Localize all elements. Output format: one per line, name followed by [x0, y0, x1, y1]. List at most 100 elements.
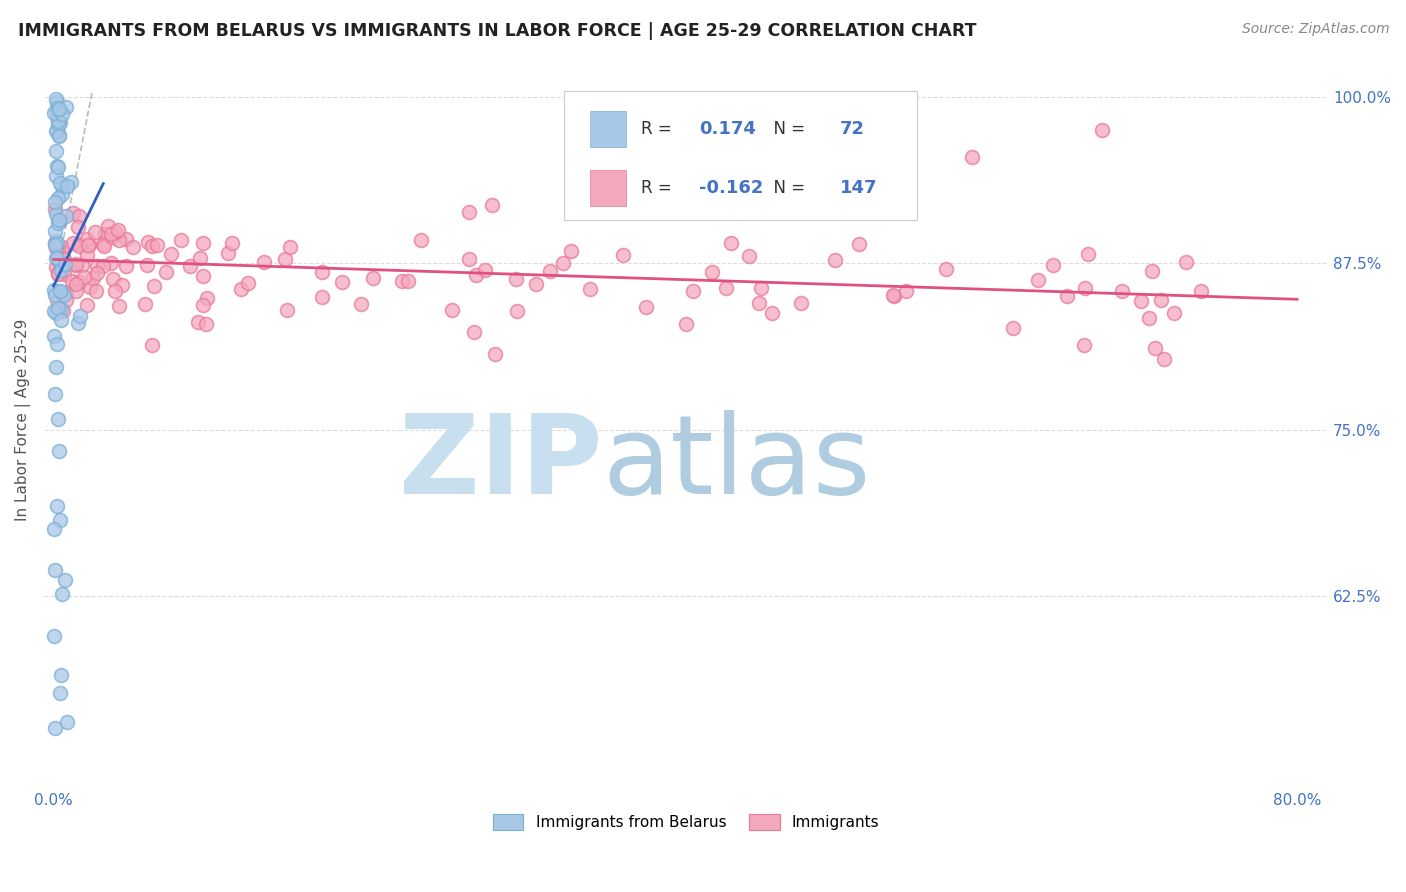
Point — [51, 258, 73, 272]
Point — [155, 265, 177, 279]
Point — [77, 238, 100, 252]
Point — [636, 300, 658, 314]
Point — [49, 262, 72, 277]
Point — [49, 263, 72, 277]
Point — [1144, 341, 1167, 355]
Point — [44, 202, 66, 216]
Point — [720, 236, 742, 251]
Point — [52, 304, 75, 318]
Text: ZIP: ZIP — [399, 410, 603, 517]
Point — [53, 573, 76, 587]
Point — [67, 316, 90, 330]
Point — [1175, 255, 1198, 269]
Point — [84, 225, 107, 239]
Point — [481, 197, 503, 211]
Point — [134, 297, 156, 311]
Point — [44, 288, 66, 302]
Point — [748, 296, 770, 310]
Point — [51, 285, 73, 300]
Point — [1077, 247, 1099, 261]
Point — [311, 265, 333, 279]
Text: N =: N = — [763, 120, 811, 138]
Point — [45, 92, 67, 106]
Point — [42, 284, 65, 298]
Point — [72, 258, 94, 272]
Point — [60, 274, 83, 288]
Point — [700, 265, 723, 279]
Point — [217, 246, 239, 260]
Point — [188, 251, 211, 265]
Point — [93, 238, 115, 252]
Point — [44, 329, 66, 343]
Point — [91, 259, 114, 273]
Point — [65, 257, 87, 271]
Point — [1002, 320, 1025, 334]
Point — [76, 247, 98, 261]
Point — [46, 104, 69, 119]
Point — [46, 191, 69, 205]
Point — [136, 235, 159, 249]
Point — [141, 239, 163, 253]
Point — [45, 235, 67, 250]
Point — [46, 114, 69, 128]
Point — [1129, 294, 1152, 309]
Text: R =: R = — [641, 179, 678, 197]
Point — [46, 215, 69, 229]
Text: IMMIGRANTS FROM BELARUS VS IMMIGRANTS IN LABOR FORCE | AGE 25-29 CORRELATION CHA: IMMIGRANTS FROM BELARUS VS IMMIGRANTS IN… — [18, 22, 977, 40]
Point — [44, 238, 66, 252]
Point — [1140, 264, 1163, 278]
Point — [48, 129, 70, 144]
Point — [73, 269, 96, 284]
Point — [48, 176, 70, 190]
Point — [60, 175, 83, 189]
Point — [1056, 289, 1078, 303]
Point — [45, 169, 67, 183]
Point — [55, 100, 77, 114]
Point — [682, 284, 704, 298]
Point — [55, 285, 77, 299]
Point — [136, 258, 159, 272]
Point — [42, 105, 65, 120]
Point — [48, 113, 70, 128]
Point — [1111, 285, 1133, 299]
Point — [45, 251, 67, 265]
Point — [524, 277, 547, 292]
Point — [330, 275, 353, 289]
Point — [51, 178, 73, 193]
Point — [276, 302, 298, 317]
Point — [1189, 284, 1212, 298]
Point — [44, 235, 66, 250]
FancyBboxPatch shape — [591, 112, 626, 146]
Point — [65, 284, 87, 298]
Text: -0.162: -0.162 — [699, 179, 763, 197]
Point — [52, 258, 75, 272]
Point — [714, 280, 737, 294]
Point — [44, 195, 66, 210]
Point — [46, 107, 69, 121]
Point — [612, 248, 634, 262]
Point — [896, 284, 918, 298]
Point — [46, 251, 69, 265]
Point — [44, 522, 66, 536]
Point — [45, 234, 67, 248]
Point — [882, 288, 904, 302]
Point — [44, 563, 66, 577]
Point — [51, 186, 73, 201]
Point — [46, 411, 69, 425]
Point — [170, 233, 193, 247]
Point — [67, 220, 90, 235]
Point — [675, 317, 697, 331]
Point — [69, 309, 91, 323]
Point — [115, 232, 138, 246]
Point — [44, 629, 66, 643]
Point — [391, 274, 413, 288]
Point — [48, 444, 70, 458]
Point — [738, 249, 761, 263]
Point — [49, 212, 72, 227]
Point — [49, 313, 72, 327]
Point — [229, 282, 252, 296]
Point — [51, 587, 73, 601]
Point — [55, 209, 77, 223]
Point — [141, 338, 163, 352]
Point — [86, 267, 108, 281]
